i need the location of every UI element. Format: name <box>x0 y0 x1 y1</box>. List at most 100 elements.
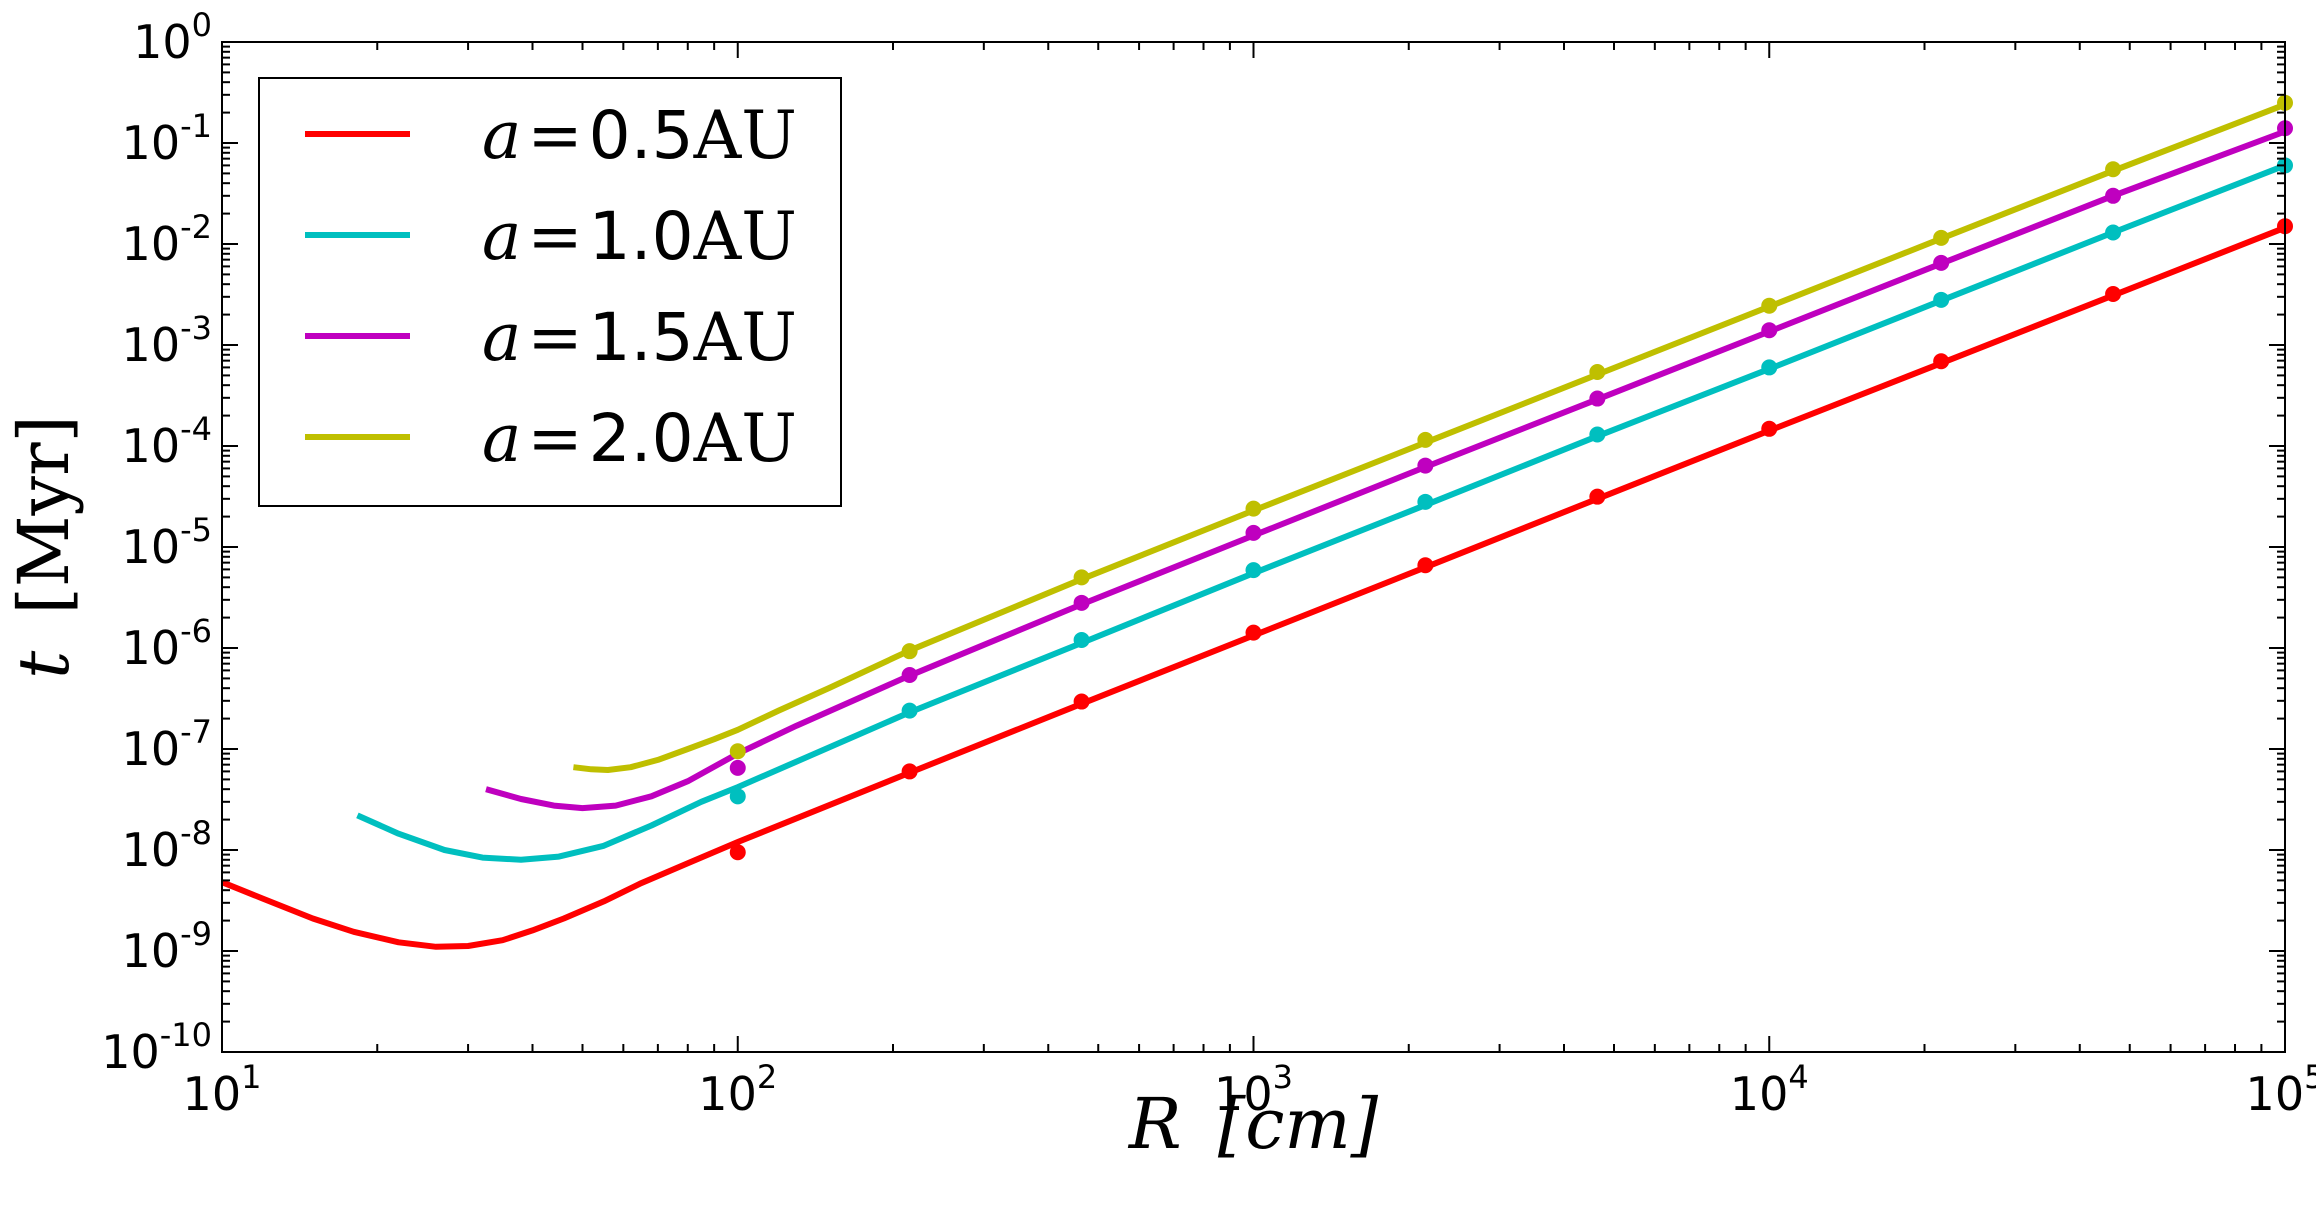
y-tick-label: 10-9 <box>122 915 212 978</box>
data-point <box>1245 500 1262 517</box>
data-point <box>1761 420 1778 437</box>
data-point <box>1589 390 1606 407</box>
tick-base: 10 <box>1730 1067 1789 1121</box>
tick-exponent: 2 <box>757 1058 777 1096</box>
axis-ticks <box>221 41 2286 1053</box>
legend-value: 0.5 <box>589 97 694 174</box>
x-axis-label-unit: [cm] <box>1218 1083 1379 1165</box>
tick-base: 10 <box>122 924 181 978</box>
tick-base: 10 <box>122 621 181 675</box>
tick-exponent: -10 <box>160 1016 212 1054</box>
data-point <box>2105 285 2122 302</box>
data-point <box>729 743 746 760</box>
data-point <box>1073 594 1090 611</box>
tick-exponent: 5 <box>2304 1058 2316 1096</box>
data-point <box>901 763 918 780</box>
data-point <box>1245 562 1262 579</box>
data-point <box>901 702 918 719</box>
data-point <box>1245 624 1262 641</box>
data-point <box>1933 254 1950 271</box>
tick-base: 10 <box>2246 1067 2305 1121</box>
data-point <box>729 788 746 805</box>
tick-exponent: -2 <box>180 208 212 246</box>
data-point <box>729 844 746 861</box>
tick-exponent: -6 <box>180 612 212 650</box>
x-tick-label: 104 <box>1730 1058 1809 1121</box>
tick-base: 10 <box>122 318 181 372</box>
y-tick-label: 10-8 <box>122 814 212 877</box>
legend-unit: AU <box>693 299 797 376</box>
legend-value: 1.5 <box>589 299 694 376</box>
legend-label: a=0.5AU <box>482 97 797 174</box>
data-point <box>901 667 918 684</box>
y-tick-label: 100 <box>133 6 212 69</box>
legend-unit: AU <box>693 400 797 477</box>
tick-exponent: -4 <box>180 410 212 448</box>
tick-exponent: -3 <box>180 309 212 347</box>
tick-base: 10 <box>133 15 192 69</box>
legend-value: 1.0 <box>589 198 694 275</box>
data-point <box>1417 457 1434 474</box>
y-tick-label: 10-5 <box>122 511 212 574</box>
data-point <box>1073 693 1090 710</box>
x-tick-label: 103 <box>1214 1058 1293 1121</box>
data-point <box>1761 297 1778 314</box>
legend-equals: = <box>527 400 582 477</box>
y-tick-label: 10-7 <box>122 713 212 776</box>
data-point <box>901 643 918 660</box>
tick-base: 10 <box>122 116 181 170</box>
tick-base: 10 <box>122 722 181 776</box>
tick-exponent: -1 <box>180 107 212 145</box>
data-point <box>1589 364 1606 381</box>
tick-base: 10 <box>122 419 181 473</box>
data-point <box>1073 632 1090 649</box>
y-axis-label-var: t <box>3 650 85 679</box>
data-point <box>1761 322 1778 339</box>
legend-equals: = <box>527 97 582 174</box>
series-line-2 <box>356 162 2287 863</box>
x-tick-label: 105 <box>2246 1058 2316 1121</box>
tick-base: 10 <box>698 1067 757 1121</box>
legend-var: a <box>482 299 521 376</box>
tick-base: 10 <box>183 1067 242 1121</box>
data-point <box>1589 488 1606 505</box>
series-line-3 <box>485 128 2287 812</box>
legend-unit: AU <box>693 198 797 275</box>
data-point <box>1933 353 1950 370</box>
data-point <box>1417 431 1434 448</box>
legend-var: a <box>482 97 521 174</box>
y-tick-label: 10-10 <box>101 1016 212 1079</box>
tick-base: 10 <box>1214 1067 1273 1121</box>
axis-tick-labels: 101 102 103 104 10510010-110-210-310-410-510… <box>101 6 2316 1121</box>
tick-base: 10 <box>122 217 181 271</box>
legend-unit: AU <box>693 97 797 174</box>
data-point <box>1245 524 1262 541</box>
data-point <box>1933 229 1950 246</box>
tick-exponent: -8 <box>180 814 212 852</box>
y-tick-label: 10-2 <box>122 208 212 271</box>
legend-label: a=1.5AU <box>482 299 797 376</box>
x-tick-label: 102 <box>698 1058 777 1121</box>
y-tick-label: 10-1 <box>122 107 212 170</box>
tick-exponent: 4 <box>1788 1058 1808 1096</box>
tick-exponent: 0 <box>192 6 212 44</box>
series-line-1 <box>220 224 2287 950</box>
data-point <box>1589 426 1606 443</box>
tick-base: 10 <box>101 1025 160 1079</box>
tick-base: 10 <box>122 823 181 877</box>
legend-equals: = <box>527 198 582 275</box>
y-tick-label: 10-3 <box>122 309 212 372</box>
tick-exponent: -9 <box>180 915 212 953</box>
data-point <box>1933 291 1950 308</box>
legend-label: a=1.0AU <box>482 198 797 275</box>
y-tick-label: 10-4 <box>122 410 212 473</box>
legend-equals: = <box>527 299 582 376</box>
tick-exponent: -7 <box>180 713 212 751</box>
tick-exponent: 1 <box>241 1058 261 1096</box>
x-axis-label: R [cm] <box>1127 1083 1379 1165</box>
tick-exponent: -5 <box>180 511 212 549</box>
data-point <box>1417 493 1434 510</box>
series-points <box>729 94 2293 861</box>
data-point <box>2105 224 2122 241</box>
